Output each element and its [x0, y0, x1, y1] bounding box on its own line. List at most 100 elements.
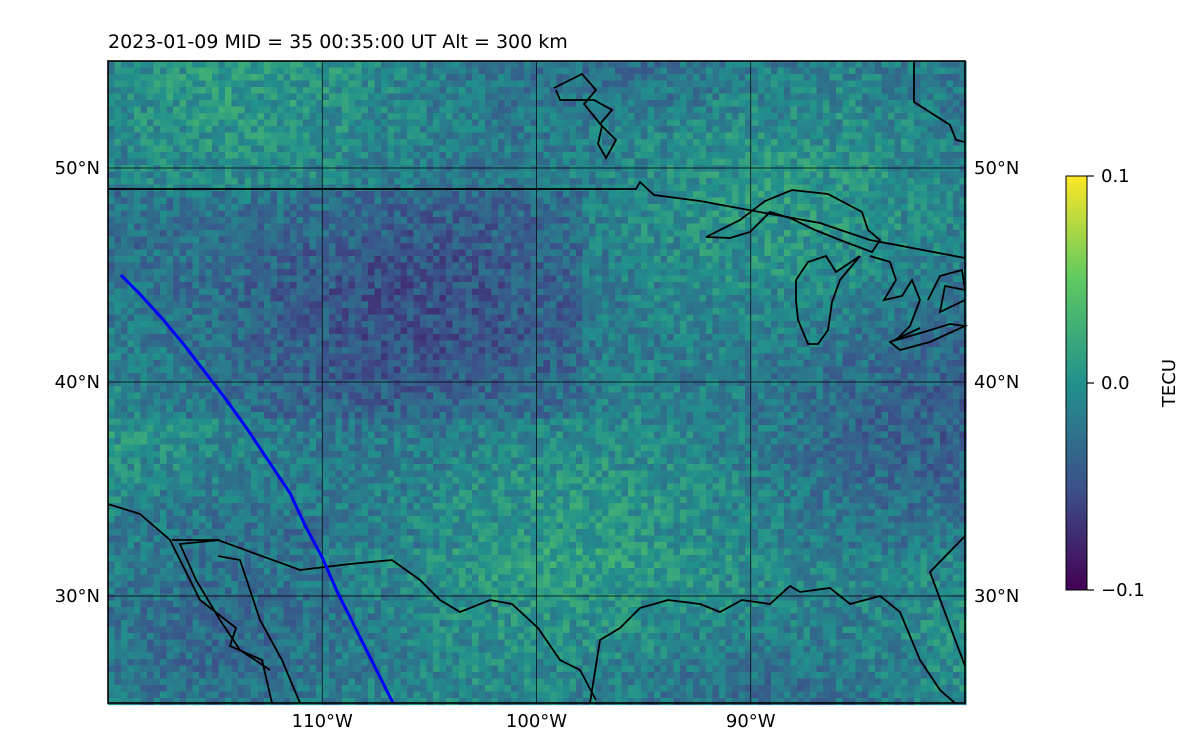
heatmap-cell: [420, 301, 428, 309]
heatmap-cell: [829, 191, 837, 199]
heatmap-cell: [667, 217, 675, 225]
heatmap-cell: [433, 178, 441, 186]
heatmap-cell: [758, 282, 766, 290]
heatmap-cell: [530, 288, 538, 296]
heatmap-cell: [543, 152, 551, 160]
heatmap-cell: [290, 119, 298, 127]
heatmap-cell: [582, 139, 590, 147]
heatmap-cell: [862, 295, 870, 303]
heatmap-cell: [758, 197, 766, 205]
heatmap-cell: [134, 282, 142, 290]
heatmap-cell: [478, 282, 486, 290]
heatmap-cell: [894, 74, 902, 82]
heatmap-cell: [634, 67, 642, 75]
heatmap-cell: [407, 178, 415, 186]
heatmap-cell: [881, 126, 889, 134]
heatmap-cell: [582, 243, 590, 251]
heatmap-cell: [127, 145, 135, 153]
heatmap-cell: [127, 295, 135, 303]
heatmap-cell: [251, 301, 259, 309]
heatmap-cell: [680, 249, 688, 257]
heatmap-cell: [212, 210, 220, 218]
heatmap-cell: [140, 197, 148, 205]
heatmap-cell: [121, 165, 129, 173]
heatmap-cell: [881, 100, 889, 108]
heatmap-cell: [771, 106, 779, 114]
heatmap-cell: [738, 126, 746, 134]
heatmap-cell: [400, 230, 408, 238]
heatmap-cell: [953, 119, 961, 127]
heatmap-cell: [407, 223, 415, 231]
heatmap-cell: [758, 269, 766, 277]
heatmap-cell: [894, 139, 902, 147]
heatmap-cell: [537, 119, 545, 127]
heatmap-cell: [907, 262, 915, 270]
heatmap-cell: [608, 67, 616, 75]
heatmap-cell: [868, 210, 876, 218]
heatmap-cell: [459, 236, 467, 244]
heatmap-cell: [108, 119, 116, 127]
heatmap-cell: [387, 262, 395, 270]
heatmap-cell: [290, 67, 298, 75]
heatmap-cell: [205, 126, 213, 134]
heatmap-cell: [277, 171, 285, 179]
heatmap-cell: [706, 301, 714, 309]
heatmap-cell: [212, 262, 220, 270]
heatmap-cell: [355, 204, 363, 212]
heatmap-cell: [823, 204, 831, 212]
heatmap-cell: [543, 301, 551, 309]
heatmap-cell: [459, 145, 467, 153]
heatmap-cell: [114, 165, 122, 173]
heatmap-cell: [667, 87, 675, 95]
heatmap-cell: [946, 61, 954, 69]
heatmap-cell: [764, 152, 772, 160]
heatmap-cell: [134, 165, 142, 173]
heatmap-cell: [465, 145, 473, 153]
heatmap-cell: [771, 204, 779, 212]
heatmap-cell: [875, 132, 883, 140]
heatmap-cell: [290, 223, 298, 231]
heatmap-cell: [615, 152, 623, 160]
heatmap-cell: [790, 158, 798, 166]
heatmap-cell: [426, 145, 434, 153]
heatmap-cell: [192, 204, 200, 212]
heatmap-cell: [907, 184, 915, 192]
heatmap-cell: [862, 61, 870, 69]
heatmap-cell: [907, 67, 915, 75]
heatmap-cell: [790, 178, 798, 186]
heatmap-cell: [556, 165, 564, 173]
heatmap-cell: [712, 204, 720, 212]
heatmap-cell: [667, 178, 675, 186]
heatmap-cell: [797, 275, 805, 283]
heatmap-cell: [251, 269, 259, 277]
heatmap-cell: [855, 197, 863, 205]
heatmap-cell: [296, 119, 304, 127]
heatmap-cell: [686, 262, 694, 270]
heatmap-cell: [342, 165, 350, 173]
heatmap-cell: [140, 119, 148, 127]
heatmap-cell: [491, 301, 499, 309]
heatmap-cell: [114, 282, 122, 290]
heatmap-cell: [199, 256, 207, 264]
heatmap-cell: [719, 249, 727, 257]
heatmap-cell: [673, 191, 681, 199]
heatmap-cell: [134, 275, 142, 283]
heatmap-cell: [173, 132, 181, 140]
heatmap-cell: [127, 80, 135, 88]
heatmap-cell: [582, 295, 590, 303]
heatmap-cell: [127, 178, 135, 186]
heatmap-cell: [231, 106, 239, 114]
heatmap-cell: [576, 256, 584, 264]
heatmap-cell: [719, 113, 727, 121]
heatmap-cell: [888, 269, 896, 277]
heatmap-cell: [186, 145, 194, 153]
heatmap-cell: [849, 171, 857, 179]
heatmap-cell: [855, 184, 863, 192]
heatmap-cell: [192, 249, 200, 257]
heatmap-cell: [335, 197, 343, 205]
heatmap-cell: [205, 119, 213, 127]
heatmap-cell: [719, 191, 727, 199]
heatmap-cell: [615, 61, 623, 69]
heatmap-cell: [758, 184, 766, 192]
heatmap-cell: [621, 295, 629, 303]
